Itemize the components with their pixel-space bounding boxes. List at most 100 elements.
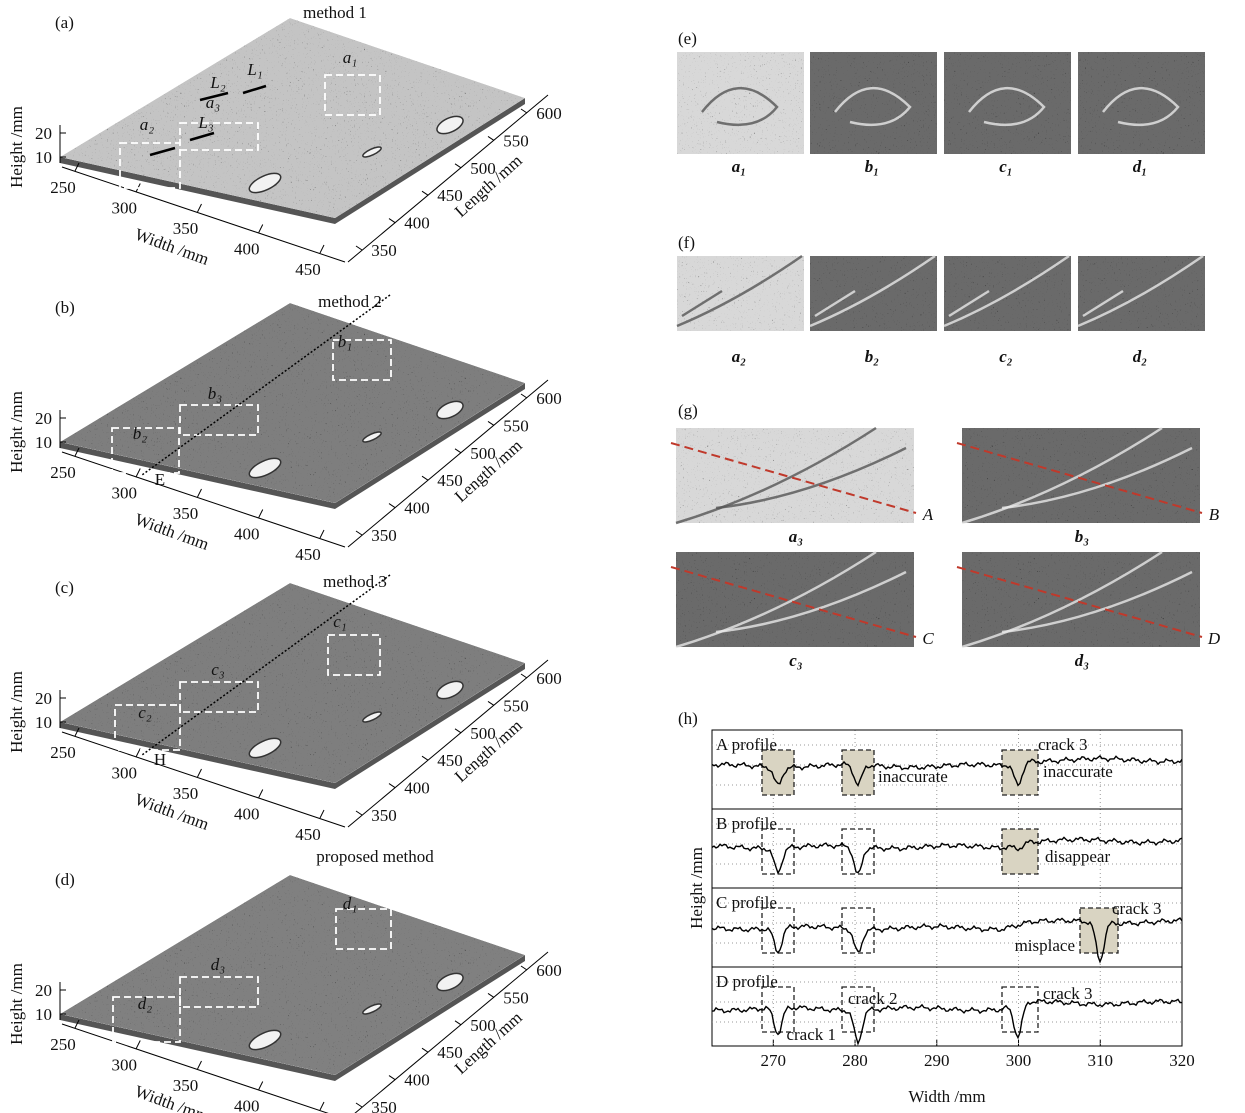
annotation: b₁: [338, 332, 352, 351]
tick-label: 350: [173, 219, 199, 238]
profile-curve: [712, 999, 1182, 1043]
annotation: d₁: [343, 894, 357, 913]
axis-label: Height /mm: [687, 847, 706, 929]
tick-label: 300: [112, 199, 138, 218]
tick: [389, 504, 395, 508]
row-label: A profile: [716, 735, 777, 754]
row-label: C profile: [716, 893, 777, 912]
tick-label: 550: [503, 131, 529, 150]
row-frame: [712, 809, 1182, 888]
tick: [259, 225, 263, 233]
annotation: d₂: [138, 994, 153, 1013]
dashed-box: [1002, 987, 1038, 1032]
tick-label: 550: [503, 988, 529, 1007]
tick: [455, 449, 461, 453]
tick: [521, 966, 527, 970]
tick-label: 250: [50, 743, 76, 762]
tick-label: 600: [536, 104, 562, 123]
axis-label: Width /mm: [908, 1087, 985, 1106]
tick-label: 10: [35, 713, 52, 732]
caption: c₁: [999, 157, 1012, 176]
tick: [455, 729, 461, 733]
highlight-box: [1002, 750, 1038, 795]
caption: a₂: [732, 347, 747, 366]
tick: [356, 1103, 362, 1107]
panel-3d: (d)proposed method1020Height /mm25030035…: [7, 847, 562, 1113]
tick-label: 290: [924, 1051, 950, 1070]
annotation: crack 1: [786, 1025, 836, 1044]
panel-label: (c): [55, 578, 74, 597]
tick: [455, 164, 461, 168]
tick-label: 10: [35, 433, 52, 452]
annotation: disappear: [1045, 847, 1110, 866]
tick-label: 350: [173, 504, 199, 523]
panel-title: method 1: [303, 3, 367, 22]
tick-label: 600: [536, 961, 562, 980]
panel-3d: (b)method 21020Height /mm250300350400450…: [7, 292, 562, 564]
tick-label: 400: [234, 525, 260, 544]
tick-label: 300: [112, 484, 138, 503]
row-label: D profile: [716, 972, 778, 991]
tick: [320, 245, 324, 253]
tick-label: 250: [50, 1035, 76, 1054]
annotation: crack 3: [1112, 899, 1162, 918]
tick: [259, 510, 263, 518]
annotation: c₃: [211, 660, 225, 679]
annotation: c₂: [138, 703, 152, 722]
annotation: crack 2: [848, 989, 898, 1008]
tick: [488, 993, 494, 997]
tick-label: 10: [35, 1005, 52, 1024]
tick: [455, 1021, 461, 1025]
panel-label: (f): [678, 233, 695, 252]
annotation: E: [155, 470, 165, 489]
tick-label: 400: [234, 805, 260, 824]
zoom-image: [1078, 52, 1205, 154]
tick-label: 600: [536, 389, 562, 408]
annotation: a₁: [343, 48, 357, 67]
tick-label: 300: [112, 764, 138, 783]
caption: d₂: [1133, 347, 1148, 366]
tick-label: 10: [35, 148, 52, 167]
tick: [488, 421, 494, 425]
zoom-image: [677, 52, 804, 154]
tick-label: 270: [761, 1051, 787, 1070]
line-label: B: [1209, 505, 1220, 524]
tick-label: 20: [35, 124, 52, 143]
tick-label: 450: [295, 260, 321, 279]
tick: [521, 109, 527, 113]
tick: [488, 701, 494, 705]
tick: [198, 1061, 202, 1069]
line-label: A: [922, 505, 934, 524]
annotation: inaccurate: [878, 767, 948, 786]
tick-label: 300: [112, 1056, 138, 1075]
tick-label: 400: [234, 240, 260, 259]
line-label: C: [922, 629, 934, 648]
tick: [356, 246, 362, 250]
annotation: c₁: [333, 612, 346, 631]
caption: c₂: [999, 347, 1013, 366]
caption: b₃: [1075, 527, 1090, 546]
caption: d₃: [1075, 651, 1090, 670]
axis-label: Height /mm: [7, 391, 26, 473]
row-frame: [712, 967, 1182, 1046]
panel-label: (h): [678, 709, 698, 728]
annotation: crack 3: [1038, 735, 1088, 754]
tick-label: 350: [371, 1098, 397, 1113]
tick: [422, 1048, 428, 1052]
highlight-box: [762, 750, 794, 795]
figure: (a)method 11020Height /mm250300350400450…: [0, 0, 1245, 1113]
annotation: crack 3: [1043, 984, 1093, 1003]
annotation: a₃: [206, 93, 221, 112]
caption: b₂: [865, 347, 880, 366]
panel-label: (d): [55, 870, 75, 889]
caption: a₁: [732, 157, 746, 176]
tick-label: 350: [371, 806, 397, 825]
tick: [198, 769, 202, 777]
annotation: d₃: [211, 955, 226, 974]
tick-label: 350: [371, 526, 397, 545]
tick: [356, 811, 362, 815]
annotation: L₃: [197, 113, 213, 132]
tick: [521, 394, 527, 398]
annotation: a₂: [140, 115, 155, 134]
